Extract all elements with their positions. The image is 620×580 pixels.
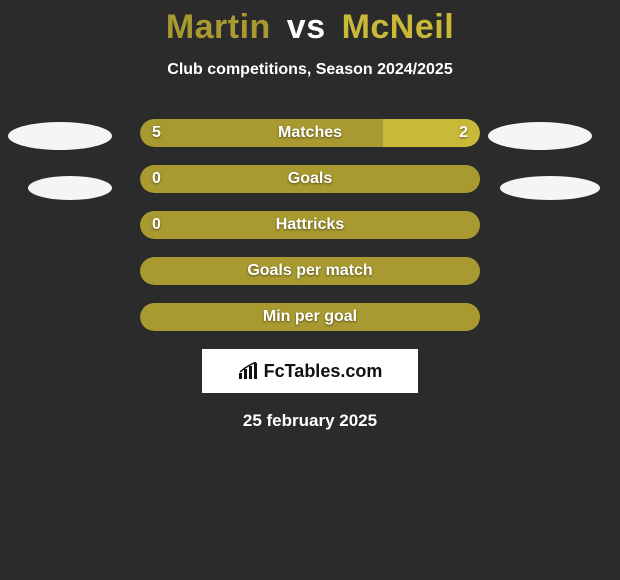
stat-row: Hattricks0 bbox=[140, 211, 480, 239]
stat-row: Goals0 bbox=[140, 165, 480, 193]
logo-box: FcTables.com bbox=[202, 349, 418, 393]
stat-label: Goals per match bbox=[140, 257, 480, 285]
stat-row: Min per goal bbox=[140, 303, 480, 331]
player1-name: Martin bbox=[166, 8, 271, 46]
date: 25 february 2025 bbox=[0, 411, 620, 431]
logo: FcTables.com bbox=[238, 361, 383, 382]
vs-text: vs bbox=[287, 8, 326, 46]
stat-label: Matches bbox=[140, 119, 480, 147]
stat-row: Matches5 2 bbox=[140, 119, 480, 147]
logo-text: FcTables.com bbox=[264, 361, 383, 382]
stat-value-player2: 2 bbox=[459, 119, 468, 147]
stat-value-player1: 0 bbox=[152, 211, 161, 239]
player2-name: McNeil bbox=[342, 8, 455, 46]
chart-icon bbox=[238, 362, 260, 380]
stat-label: Min per goal bbox=[140, 303, 480, 331]
player-placeholder-ellipse bbox=[500, 176, 600, 200]
stats-area: Matches52Goals0Hattricks0Goals per match… bbox=[0, 119, 620, 331]
stat-row: Goals per match bbox=[140, 257, 480, 285]
stat-value-player1: 5 bbox=[152, 119, 161, 147]
player-placeholder-ellipse bbox=[28, 176, 112, 200]
player-placeholder-ellipse bbox=[8, 122, 112, 150]
stat-label: Hattricks bbox=[140, 211, 480, 239]
stat-value-player1: 0 bbox=[152, 165, 161, 193]
comparison-title: Martin vs McNeil bbox=[0, 0, 620, 47]
stat-label: Goals bbox=[140, 165, 480, 193]
subtitle: Club competitions, Season 2024/2025 bbox=[0, 61, 620, 79]
player-placeholder-ellipse bbox=[488, 122, 592, 150]
